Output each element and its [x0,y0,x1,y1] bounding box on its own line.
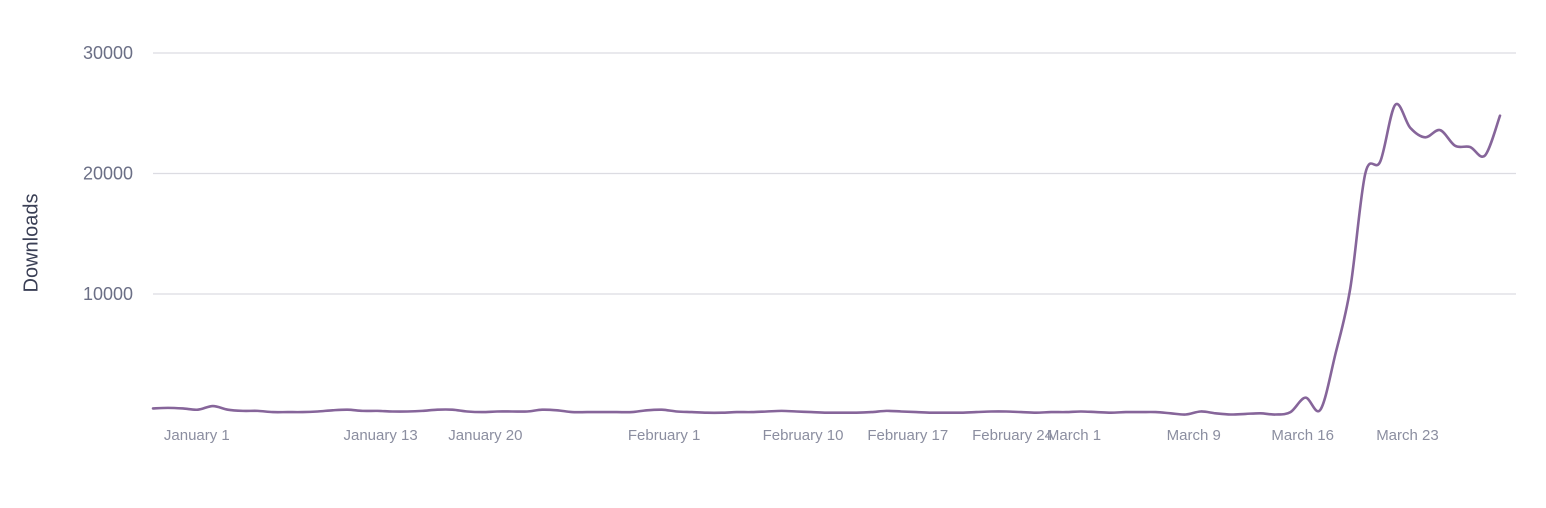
series-line [151,102,1502,416]
x-tick-label: February 1 [628,427,701,444]
x-tick-label: February 17 [867,427,948,444]
x-axis-ticks: January 1 January 13 January 20 February 1 F… [164,427,1439,444]
x-tick-label: February 10 [763,427,844,444]
x-tick-label: March 23 [1376,427,1439,444]
x-tick-label: March 1 [1047,427,1101,444]
y-tick-label: 20000 [83,164,133,184]
x-tick-label: February 24 [972,427,1053,444]
y-tick-label: 30000 [83,43,133,63]
x-tick-label: January 13 [344,427,418,444]
x-tick-label: March 9 [1167,427,1221,444]
x-tick-label: January 1 [164,427,230,444]
series-layer [151,102,1502,416]
x-tick-label: January 20 [448,427,522,444]
y-axis-ticks: 10000 20000 30000 [83,43,133,304]
y-tick-label: 10000 [83,284,133,304]
x-tick-label: March 16 [1271,427,1334,444]
gridlines [153,52,1516,295]
